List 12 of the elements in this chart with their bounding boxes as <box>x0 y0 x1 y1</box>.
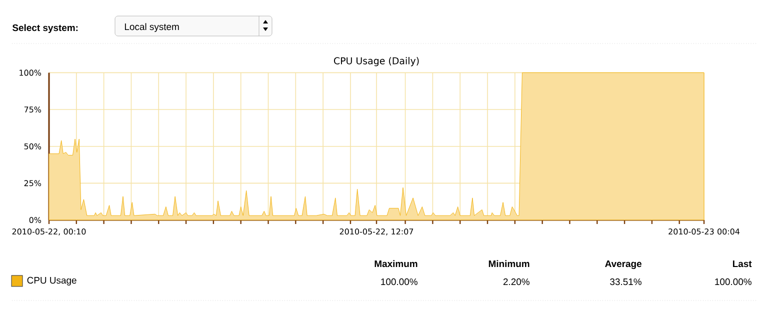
text: Minimum <box>488 260 530 268</box>
text: 2.20% <box>503 278 530 286</box>
chart-title: CPU Usage (Daily) <box>334 57 419 66</box>
text: Maximum <box>374 260 418 268</box>
text: 100.00% <box>715 278 752 286</box>
text: CPU Usage <box>27 276 76 286</box>
text: Select system: <box>12 24 78 33</box>
text: Local system <box>124 23 179 32</box>
text: 33.51% <box>610 278 642 286</box>
text: 100.00% <box>381 278 418 286</box>
text: Average <box>605 260 642 269</box>
text: Last <box>732 260 752 268</box>
